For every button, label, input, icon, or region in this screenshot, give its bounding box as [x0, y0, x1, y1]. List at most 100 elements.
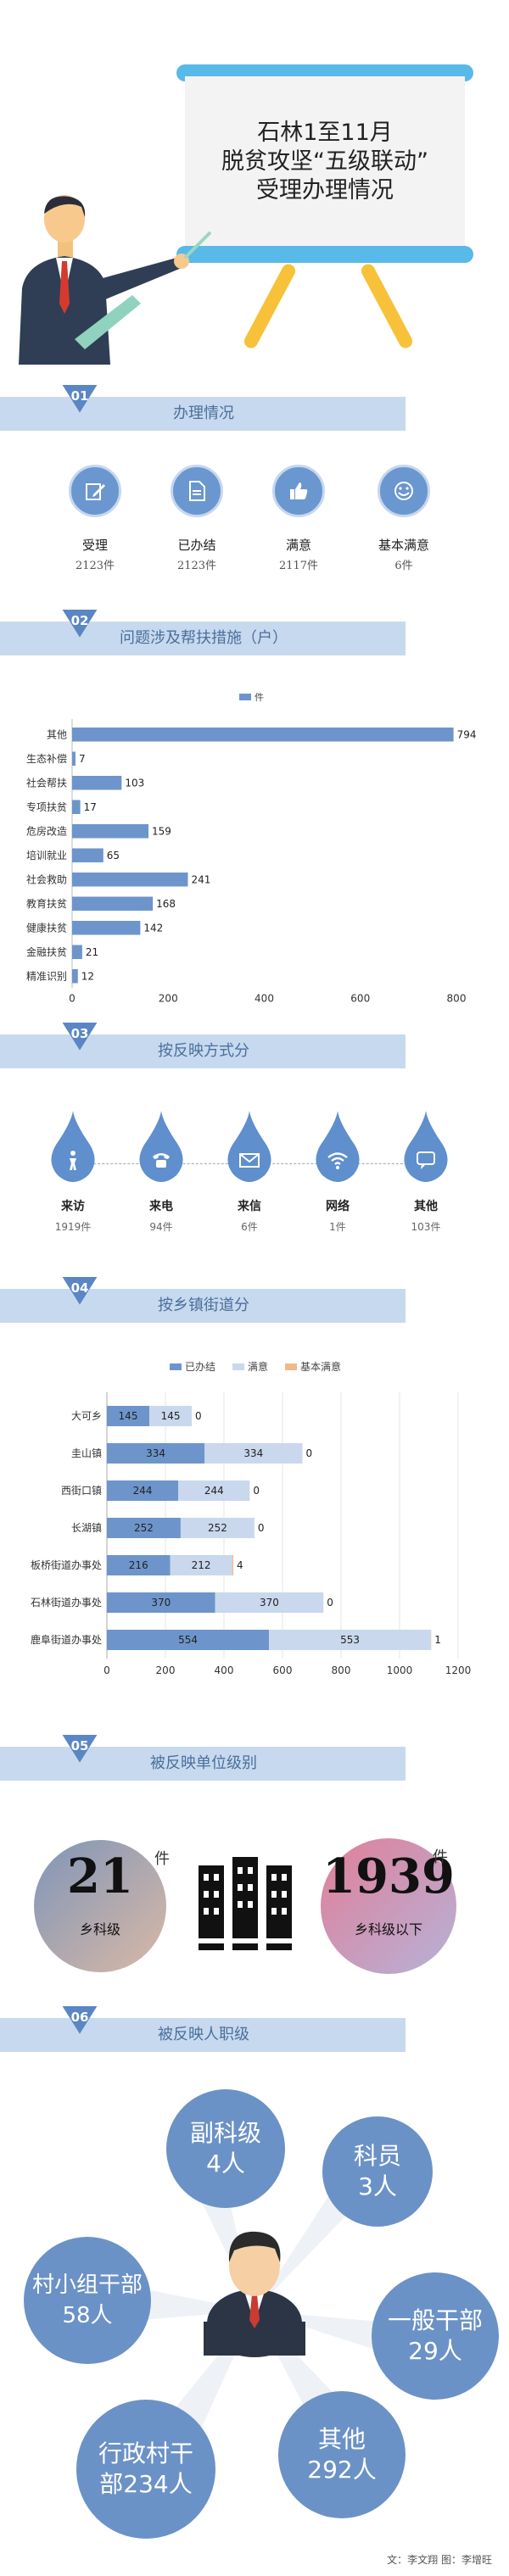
- section-number-06: 06: [70, 2010, 89, 2025]
- method-label-3: 来信: [238, 1200, 261, 1213]
- category-label: 西街口镇: [61, 1485, 102, 1497]
- method-drop-3: [227, 1111, 271, 1182]
- section-number-02: 02: [70, 613, 89, 628]
- section-badge-02: [62, 610, 98, 638]
- data-label: 794: [457, 728, 477, 740]
- x-tick-label: 400: [215, 1664, 234, 1676]
- category-label: 社会帮扶: [26, 776, 67, 789]
- data-label: 168: [156, 898, 176, 910]
- stat-icon-circle-3: [272, 465, 325, 517]
- category-label: 培训就业: [26, 849, 67, 861]
- stat-label-2: 已办结: [177, 538, 216, 553]
- data-label: 17: [84, 801, 97, 813]
- mail-icon: [239, 1153, 260, 1168]
- method-label-4: 网络: [326, 1200, 350, 1213]
- x-tick-label: 600: [273, 1664, 293, 1676]
- category-label: 社会救助: [26, 873, 67, 885]
- bar: [72, 921, 141, 935]
- section-title-04: 按乡镇街道分: [158, 1296, 249, 1314]
- data-label: 0: [195, 1410, 202, 1422]
- method-label-5: 其他: [414, 1200, 438, 1213]
- bar-segment: [107, 1443, 205, 1464]
- page-title: 石林1至11月 脱贫攻坚“五级联动” 受理办理情况: [185, 119, 465, 205]
- bar: [72, 848, 103, 862]
- x-tick-label: 1200: [445, 1664, 472, 1676]
- stat-label-4: 基本满意: [378, 538, 429, 553]
- bar: [72, 969, 78, 984]
- stat-icon-circle-2: [171, 465, 223, 517]
- stat-icon-circle-4: [378, 465, 430, 517]
- legend-label: 件: [255, 692, 264, 703]
- bar-segment: [107, 1592, 215, 1613]
- rank-1-count: 4人: [206, 2149, 245, 2177]
- level-left-unit: 件: [154, 1850, 170, 1868]
- data-label: 554: [178, 1634, 198, 1646]
- rank-5-count: 部234人: [99, 2470, 193, 2498]
- data-label: 244: [133, 1485, 153, 1497]
- data-label: 216: [129, 1559, 148, 1571]
- data-label: 1: [434, 1634, 441, 1646]
- bar: [72, 945, 82, 959]
- rank-4-count: 29人: [408, 2337, 462, 2365]
- section-number-04: 04: [70, 1280, 89, 1296]
- bar-segment: [107, 1630, 270, 1650]
- category-label: 金融扶贫: [26, 945, 67, 958]
- title-line-3: 受理办理情况: [256, 177, 394, 204]
- x-tick-label: 0: [69, 993, 76, 1005]
- category-label: 鹿阜街道办事处: [31, 1633, 102, 1646]
- stat-value-1: 2123件: [75, 560, 115, 572]
- legend-swatch: [239, 694, 251, 700]
- bar-segment: [232, 1555, 234, 1575]
- bar-segment: [107, 1518, 181, 1538]
- bar-segment: [215, 1592, 324, 1613]
- bar-segment: [178, 1480, 250, 1501]
- rank-6-count: 292人: [307, 2456, 377, 2484]
- data-label: 244: [204, 1485, 224, 1497]
- x-tick-label: 400: [255, 993, 274, 1005]
- wifi-icon: [327, 1152, 348, 1169]
- section-number-03: 03: [70, 1026, 89, 1041]
- data-label: 0: [327, 1597, 333, 1609]
- data-label: 212: [192, 1559, 211, 1571]
- stat-icon-circle-1: [69, 465, 121, 517]
- data-label: 370: [260, 1597, 279, 1609]
- rank-3-title: 村小组干部: [31, 2272, 143, 2298]
- presenter-illustration: [19, 195, 212, 365]
- bar: [72, 800, 81, 814]
- level-right-label: 乡科级以下: [354, 1921, 422, 1938]
- data-label: 334: [243, 1447, 263, 1459]
- title-line-2: 脱贫攻坚“五级联动”: [221, 148, 428, 175]
- level-right-unit: 件: [433, 1848, 448, 1866]
- legend-swatch: [285, 1363, 297, 1370]
- handling-stats: 受理 2123件 已办结 2123件 满意 2117件 基本满意 6件: [0, 465, 509, 583]
- legend-label: 满意: [248, 1360, 268, 1373]
- category-label: 长湖镇: [71, 1521, 102, 1534]
- edit-icon: [86, 483, 105, 500]
- presentation-board: [185, 76, 465, 246]
- category-label: 板桥街道办事处: [31, 1558, 102, 1571]
- method-drop-4: [316, 1111, 360, 1182]
- stat-label-1: 受理: [81, 538, 108, 553]
- section-badge-03: [62, 1023, 98, 1051]
- phone-icon: [153, 1153, 170, 1168]
- data-label: 145: [161, 1410, 181, 1422]
- bar-segment: [149, 1406, 193, 1426]
- legend-label: 已办结: [185, 1360, 215, 1373]
- method-label-2: 来电: [149, 1200, 173, 1213]
- x-tick-label: 800: [447, 993, 467, 1005]
- data-label: 252: [134, 1522, 154, 1534]
- rank-1-title: 副科级: [189, 2119, 261, 2147]
- section-title-06: 被反映人职级: [158, 2026, 249, 2044]
- section-title-02: 问题涉及帮扶措施（户）: [120, 629, 288, 647]
- data-label: 0: [305, 1447, 312, 1459]
- method-value-2: 94件: [149, 1221, 173, 1233]
- data-label: 7: [79, 753, 86, 765]
- category-label: 生态补偿: [26, 752, 67, 765]
- chat-icon: [417, 1151, 435, 1169]
- section-band-02: [0, 622, 406, 655]
- thumbs-up-icon: [290, 482, 308, 499]
- method-value-3: 6件: [241, 1221, 258, 1233]
- data-label: 0: [258, 1522, 265, 1534]
- bar-segment: [204, 1443, 303, 1464]
